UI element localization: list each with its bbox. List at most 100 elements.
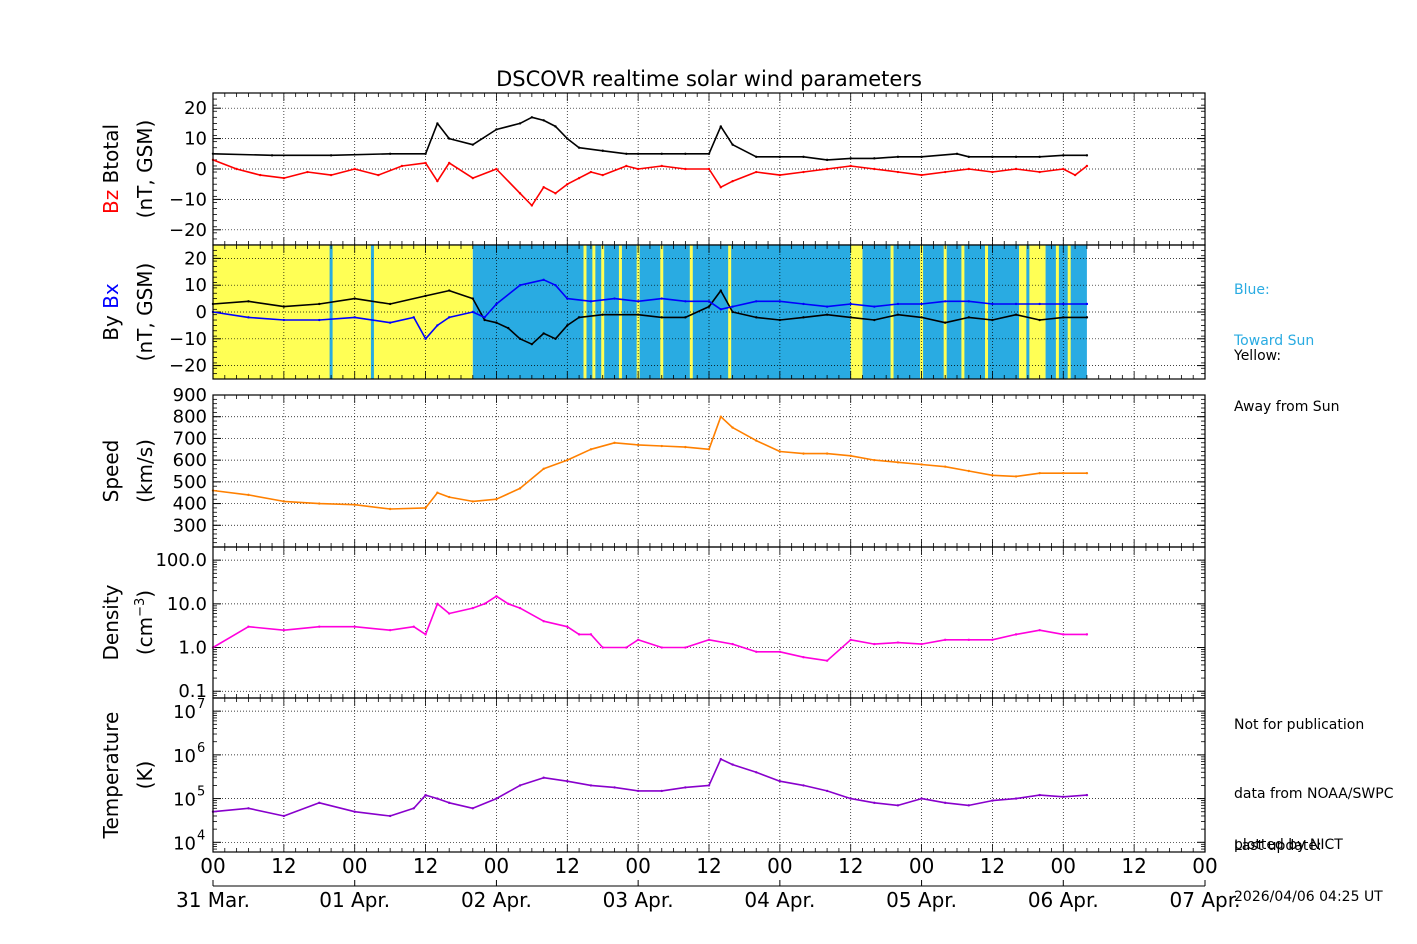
data-point-bx	[755, 300, 758, 303]
data-point-bz	[625, 164, 628, 168]
data-point-btotal	[755, 155, 758, 159]
data-point-by	[849, 316, 852, 319]
x-tick-label-hour: 00	[484, 854, 509, 878]
data-point-speed	[896, 461, 900, 464]
data-point-speed	[318, 502, 321, 505]
data-point-bz	[896, 170, 900, 174]
sector-streak-away	[689, 245, 693, 379]
data-point-density	[707, 638, 711, 642]
data-point-speed	[495, 498, 498, 501]
data-point-bx	[719, 308, 723, 311]
data-point-btotal	[1038, 155, 1041, 159]
y-axis-label-speed: Speed	[99, 440, 123, 503]
data-point-temperature	[589, 784, 593, 787]
data-point-btotal	[424, 152, 427, 155]
update-label: Last update:	[1234, 838, 1322, 854]
x-tick-label-hour: 12	[838, 854, 863, 878]
data-point-bz	[353, 167, 356, 171]
data-point-bx	[495, 302, 498, 306]
data-point-btotal	[991, 155, 994, 159]
chart-title: DSCOVR realtime solar wind parameters	[496, 67, 922, 91]
series-bz	[212, 159, 1088, 207]
data-point-density	[849, 638, 852, 642]
x-tick-label-hour: 00	[767, 854, 792, 878]
source-line-2: plotted by NICT	[1234, 837, 1343, 853]
data-point-btotal	[707, 152, 711, 155]
data-point-bz	[436, 179, 439, 183]
data-point-btotal	[566, 137, 569, 140]
data-point-bx	[1038, 302, 1041, 306]
y-axis-units-btotal-bz: (nT, GSM)	[133, 120, 157, 219]
panel-btotal-bz: 20 10 0 −10 −20 Bz Btotal (nT, GSM)	[99, 92, 1206, 246]
data-point-btotal	[471, 143, 475, 146]
data-point-speed	[1062, 471, 1065, 475]
y-tick-label: −10	[169, 329, 207, 350]
sector-streak-away	[1055, 245, 1059, 379]
data-point-temperature	[873, 801, 876, 805]
x-tick-label-hour: 12	[413, 854, 438, 878]
data-point-density	[1038, 628, 1041, 632]
x-tick-label-day: 01 Apr.	[319, 888, 390, 912]
data-point-by	[518, 337, 522, 340]
y-tick-label: 10	[184, 129, 207, 150]
data-point-speed	[353, 503, 356, 506]
data-point-density	[518, 606, 522, 610]
data-point-btotal	[270, 154, 274, 157]
update-note: Last update: 2026/04/06 04:25 UT	[1234, 804, 1383, 923]
data-point-btotal	[530, 116, 534, 119]
y-tick-exponent: 5	[197, 785, 205, 800]
data-point-bz	[554, 192, 557, 195]
y-axis-label-density: Density	[99, 584, 123, 660]
data-point-density	[920, 642, 923, 646]
legend-toward-sun: Blue: Toward Sun	[1234, 248, 1314, 367]
x-tick-label-day: 05 Apr.	[886, 888, 957, 912]
data-point-temperature	[707, 784, 711, 787]
data-point-btotal	[329, 154, 333, 157]
data-point-density	[802, 656, 805, 659]
data-point-density	[1014, 633, 1018, 636]
data-point-density	[896, 641, 900, 644]
data-point-density	[318, 625, 321, 628]
data-point-bx	[920, 302, 923, 306]
data-point-btotal	[967, 155, 971, 159]
data-point-by	[1085, 316, 1089, 319]
y-tick-label: 700	[173, 428, 207, 449]
data-point-bz	[707, 167, 711, 171]
data-point-btotal	[554, 125, 557, 128]
y-axis-units-temperature: (K)	[133, 761, 157, 790]
data-point-by	[778, 318, 782, 322]
data-point-btotal	[388, 152, 392, 155]
data-point-bz	[259, 173, 262, 177]
data-point-by	[896, 313, 900, 316]
data-point-speed	[755, 439, 758, 442]
data-point-bx	[896, 302, 900, 306]
y-axis-label-btotal-bz: Bz Btotal	[99, 124, 123, 214]
data-point-temperature	[755, 771, 758, 774]
data-point-bx	[388, 321, 392, 324]
x-tick-label-hour: 12	[696, 854, 721, 878]
data-point-by	[530, 342, 534, 346]
data-point-btotal	[436, 122, 439, 125]
data-point-bx	[731, 305, 734, 308]
data-point-speed	[920, 463, 923, 466]
data-point-temperature	[424, 793, 427, 797]
data-point-bz	[755, 170, 758, 174]
data-point-speed	[447, 495, 451, 499]
data-point-bx	[1014, 302, 1018, 306]
label-bx: Bx	[99, 283, 123, 309]
panel-density: 100.0 10.0 1.0 0.1 Density (cm−3)	[99, 546, 1206, 702]
data-point-density	[282, 628, 286, 632]
data-point-btotal	[601, 149, 604, 152]
x-tick-label-hour: 12	[271, 854, 296, 878]
data-point-by	[554, 337, 557, 340]
data-point-speed	[282, 500, 286, 503]
data-point-density	[636, 638, 640, 642]
data-point-bz	[566, 183, 569, 186]
data-point-by	[495, 321, 498, 324]
data-point-bx	[282, 318, 286, 322]
data-point-btotal	[495, 128, 498, 131]
data-point-by	[1038, 318, 1041, 322]
data-point-by	[424, 294, 427, 298]
